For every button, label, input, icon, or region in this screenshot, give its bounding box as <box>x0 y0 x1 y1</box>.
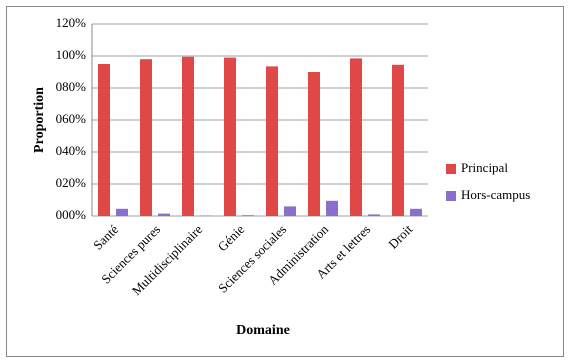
bar <box>182 56 194 216</box>
bar <box>98 64 110 216</box>
y-tick-label: 020% <box>56 175 87 190</box>
bar <box>368 214 380 216</box>
bar <box>284 206 296 216</box>
legend-label: Principal <box>461 160 508 175</box>
y-tick-label: 040% <box>56 143 87 158</box>
y-tick-label: 100% <box>56 47 87 62</box>
bar <box>140 59 152 217</box>
y-tick-label: 080% <box>56 79 87 94</box>
y-axis-title: Proportion <box>32 87 47 153</box>
bar <box>392 64 404 216</box>
bar <box>350 58 362 217</box>
legend-swatch <box>446 164 456 174</box>
bar <box>308 72 320 216</box>
bar <box>326 200 338 216</box>
legend-swatch <box>446 191 456 201</box>
y-tick-label: 060% <box>56 111 87 126</box>
y-tick-label: 000% <box>56 207 87 222</box>
legend-label: Hors-campus <box>461 187 530 202</box>
chart-border <box>6 6 564 357</box>
bar <box>242 215 254 216</box>
bar <box>410 208 422 216</box>
bar <box>116 208 128 216</box>
bar <box>158 213 170 216</box>
bar <box>266 66 278 217</box>
x-axis-title: Domaine <box>236 323 290 338</box>
y-tick-label: 120% <box>56 15 87 30</box>
bar <box>224 57 236 216</box>
